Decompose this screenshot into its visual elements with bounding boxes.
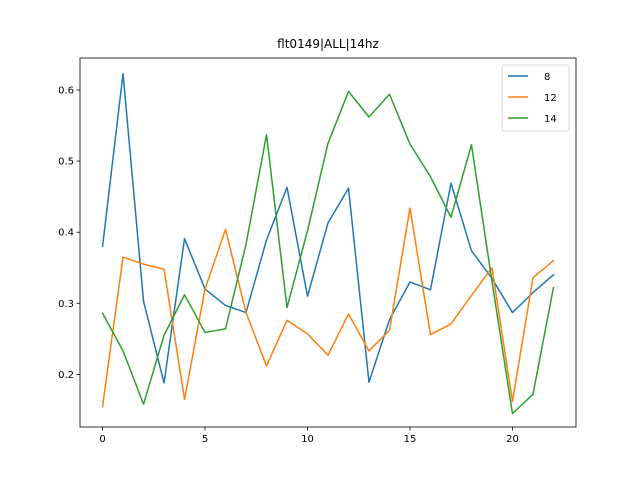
y-tick-label: 0.2 <box>58 370 74 381</box>
plot-area <box>101 72 555 415</box>
x-tick-label: 10 <box>301 434 314 445</box>
legend-label-12: 12 <box>544 93 557 104</box>
axes-frame <box>79 57 577 428</box>
legend: 8 12 14 <box>501 64 570 132</box>
x-tick-label: 15 <box>404 434 417 445</box>
x-tick-label: 20 <box>506 434 519 445</box>
y-tick-label: 0.4 <box>58 228 74 239</box>
chart-title: flt0149|ALL|14hz <box>277 37 379 51</box>
x-tick-label: 0 <box>99 434 105 445</box>
x-tick-label: 5 <box>202 434 208 445</box>
series-line-8 <box>101 72 555 384</box>
legend-label-14: 14 <box>544 114 557 125</box>
y-tick-label: 0.6 <box>58 85 74 96</box>
series-line-12 <box>101 207 555 408</box>
axes: 0 5 10 15 20 0.2 0.3 0.4 0.5 0.6 <box>58 57 577 445</box>
y-tick-label: 0.3 <box>58 299 74 310</box>
legend-box <box>501 64 570 132</box>
y-tick-label: 0.5 <box>58 157 74 168</box>
series-line-14 <box>101 90 555 415</box>
legend-label-8: 8 <box>544 72 550 83</box>
